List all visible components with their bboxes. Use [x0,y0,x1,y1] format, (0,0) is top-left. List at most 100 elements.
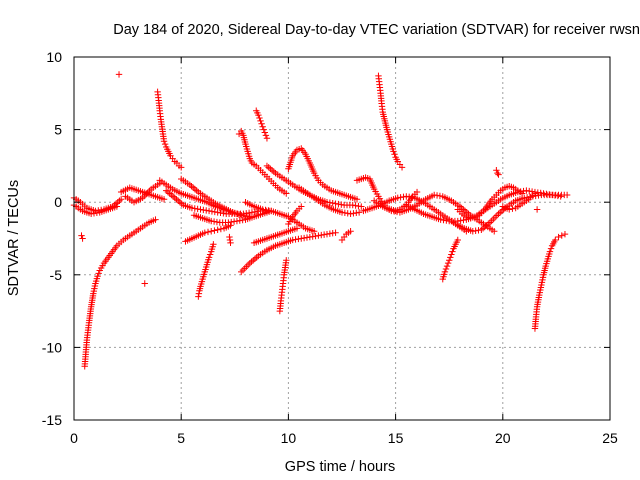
data-point [483,222,490,229]
data-point [390,148,397,155]
data-segment [195,241,217,300]
data-point [195,290,203,297]
data-points [70,71,571,370]
data-point [531,190,539,197]
data-point [442,265,450,273]
data-point [166,190,173,197]
y-axis-label: SDTVAR / TECUs [6,180,22,296]
data-point [258,120,265,127]
data-segment [115,71,123,78]
data-segment [454,183,526,222]
data-point [113,203,121,210]
data-point [176,199,184,206]
data-point [454,236,461,244]
data-segment [182,222,234,245]
data-point [261,129,269,136]
data-segment [235,127,290,197]
data-segment [226,233,234,247]
data-segment [403,187,564,225]
data-segment [531,230,569,332]
data-point [188,183,195,190]
data-point [265,164,272,171]
data-point [173,196,180,203]
data-point [114,199,121,206]
data-point [493,167,500,174]
data-segment [253,107,271,142]
data-segment [141,280,148,287]
y-tick-label: 10 [46,49,62,65]
data-point [561,230,569,238]
data-point [152,216,159,223]
data-point [491,228,498,235]
data-point [283,190,290,197]
data-point [78,232,85,239]
data-point [226,236,234,244]
data-point [481,223,488,231]
data-point [161,140,169,148]
data-point [168,191,175,199]
data-point [458,204,465,212]
data-segment [178,175,254,220]
data-segment [439,236,461,283]
axis-ticks: 0 5 10 15 20 25 -15 -10 -5 0 5 10 [42,49,618,446]
data-segment [493,167,502,178]
data-point [201,229,208,236]
data-point [268,167,276,174]
data-point [495,171,502,178]
data-point [248,258,255,265]
data-point [398,164,406,171]
data-point [298,203,305,210]
data-segment [70,194,125,215]
data-point [169,193,177,200]
data-point [193,187,200,194]
data-point [210,241,217,248]
data-point [259,123,266,130]
x-axis-label: GPS time / hours [285,459,395,475]
data-segment [70,201,121,218]
data-point [206,251,214,258]
x-tick-label: 20 [495,430,511,446]
data-segment [238,229,339,276]
data-segment [295,184,363,218]
data-point [204,228,212,236]
data-point [497,209,504,216]
data-point [563,191,571,199]
data-segment [78,232,86,242]
data-point [310,228,318,235]
plot-frame [73,56,611,421]
data-point [116,197,123,204]
data-point [79,235,86,242]
data-point [178,164,185,171]
data-point [413,188,421,196]
data-segment [285,145,361,203]
data-point [546,248,554,255]
data-segment [533,206,541,213]
data-point [94,273,101,280]
data-point [205,254,213,261]
data-point [255,111,262,119]
data-point [195,293,202,300]
data-point [444,259,452,267]
data-point [449,248,456,255]
data-point [555,233,562,241]
data-point [509,205,516,212]
data-segment [190,207,275,226]
data-point [217,225,225,233]
data-point [332,229,339,236]
x-tick-label: 15 [388,430,404,446]
y-tick-label: -15 [42,412,62,428]
data-point [478,226,485,233]
data-point [190,184,197,191]
data-point [558,232,565,239]
data-segment [285,203,305,228]
data-point [191,185,199,193]
y-tick-label: -10 [42,339,62,355]
data-segment [499,190,539,213]
data-point [117,196,125,203]
data-segment [375,72,406,171]
data-point [552,236,559,244]
data-point [227,239,234,247]
data-point [208,228,215,235]
data-point [270,168,278,175]
data-point [160,138,168,145]
